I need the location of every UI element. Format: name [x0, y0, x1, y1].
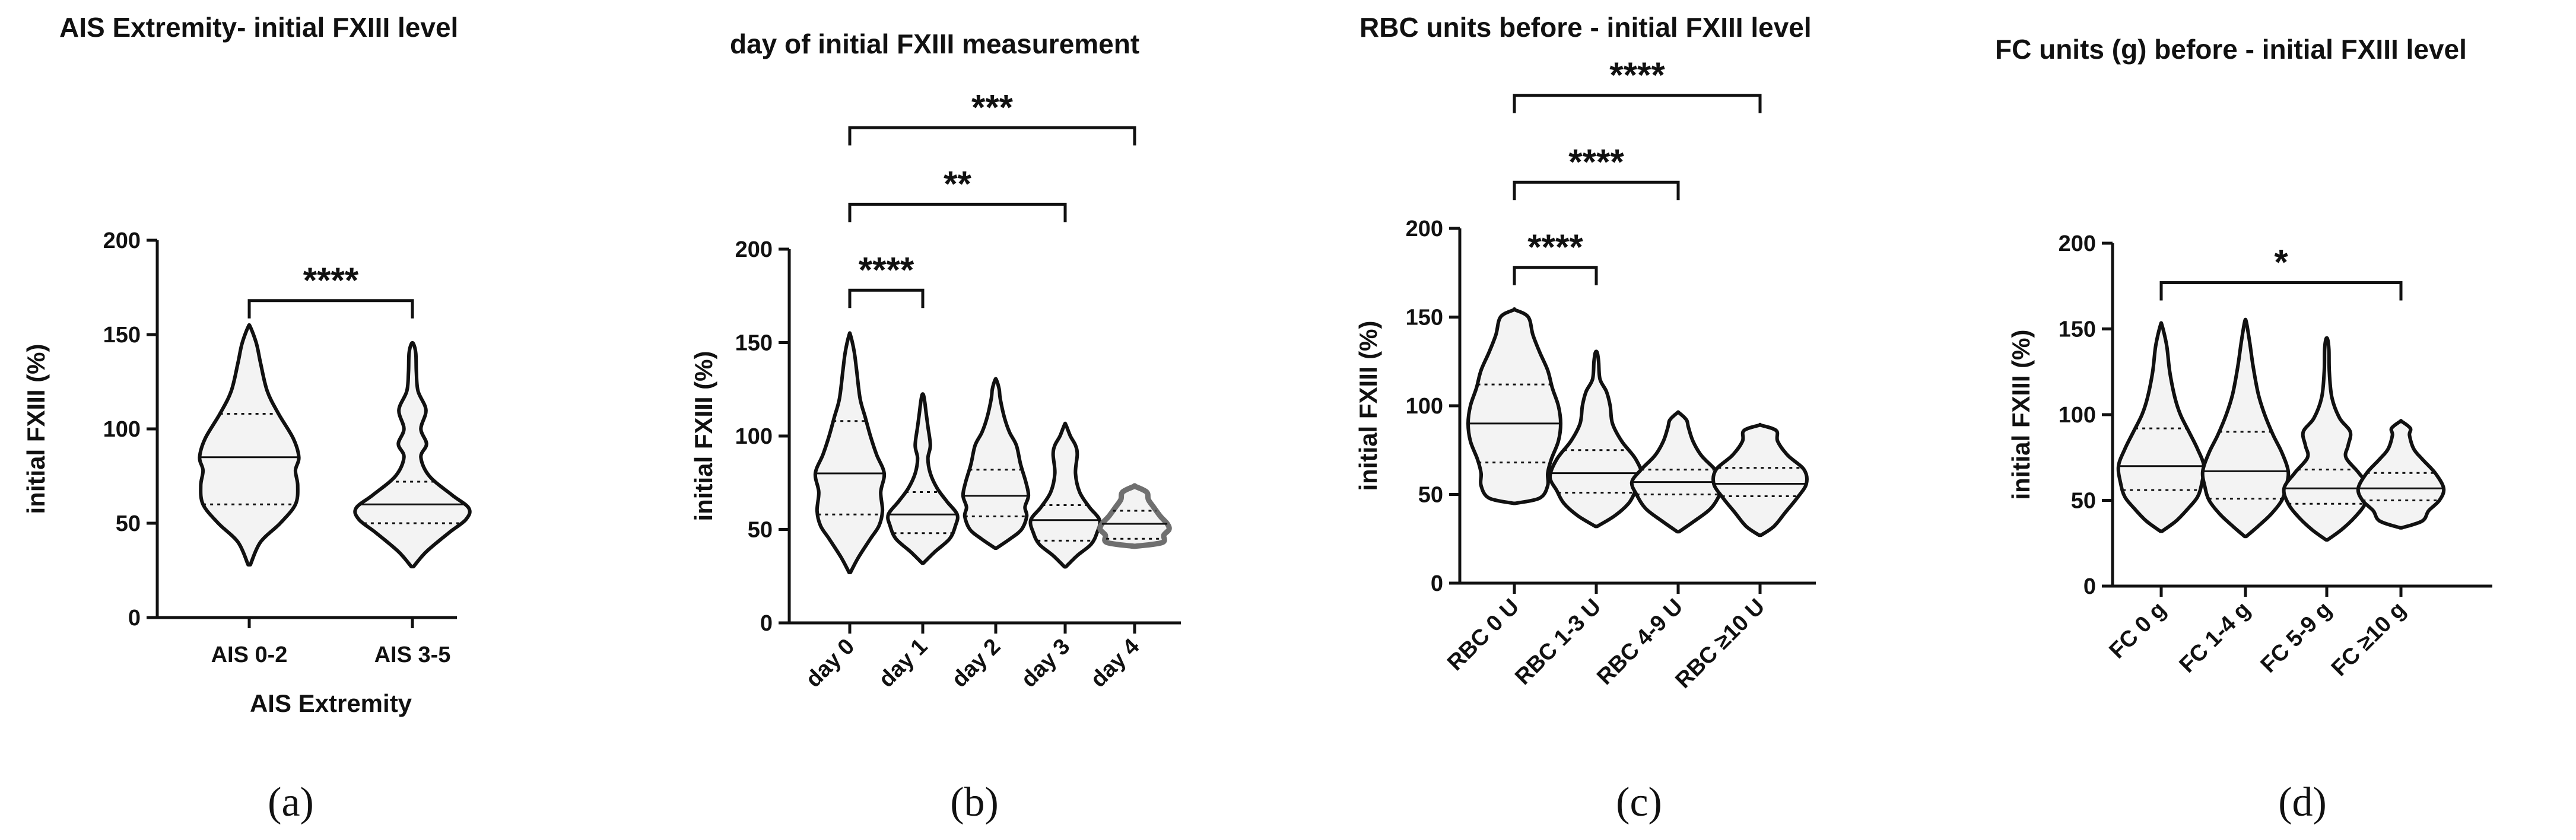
chart-title: FC units (g) before - initial FXIII leve…: [1995, 34, 2467, 65]
y-tick-label: 150: [103, 323, 141, 348]
y-tick-label: 150: [735, 331, 773, 356]
significance-bracket: [848, 288, 925, 308]
x-tick-label: RBC ≥10 U: [1670, 594, 1770, 693]
violin-day-2: [961, 377, 1031, 550]
significance-bracket: [848, 202, 1067, 222]
y-tick-label: 100: [103, 417, 141, 442]
violin-ais-3-5: [353, 341, 472, 569]
significance-bracket: [247, 299, 414, 319]
chart-title: AIS Extremity- initial FXIII level: [59, 12, 458, 43]
significance-stars: ****: [1527, 227, 1583, 267]
y-tick-label: 0: [128, 606, 141, 631]
significance-stars: ***: [971, 87, 1014, 127]
significance-stars: ****: [859, 250, 914, 289]
y-tick-label: 200: [2059, 231, 2096, 256]
violin-day-0: [813, 331, 887, 574]
y-axis-label: initial FXIII (%): [2007, 329, 2035, 499]
violin-fc-10-g: [2356, 419, 2446, 530]
x-tick-label: day 1: [874, 634, 932, 692]
significance-bracket: [1513, 266, 1598, 285]
y-tick-label: 100: [2059, 403, 2096, 428]
x-tick-label: day 0: [801, 634, 859, 692]
violin-rbc-4-9-u: [1630, 410, 1727, 534]
y-tick-label: 200: [1406, 217, 1443, 241]
y-tick-label: 100: [1406, 394, 1443, 419]
violin-fc-0-g: [2116, 321, 2206, 533]
significance-stars: *: [2274, 242, 2288, 282]
chart-title: RBC units before - initial FXIII level: [1360, 12, 1812, 43]
y-tick-label: 0: [760, 611, 773, 636]
panel-4: FC units (g) before - initial FXIII leve…: [1995, 34, 2492, 825]
y-tick-label: 150: [2059, 317, 2096, 342]
x-tick-label: FC 0 g: [2105, 597, 2171, 664]
significance-stars: **: [944, 164, 971, 203]
significance-bracket: [2159, 281, 2403, 301]
violin-day-3: [1028, 421, 1102, 569]
y-axis-label: initial FXIII (%): [22, 343, 50, 514]
x-tick-label: AIS 0-2: [211, 642, 288, 667]
y-tick-label: 200: [735, 237, 773, 262]
panel-label: (d): [2278, 779, 2327, 825]
y-axis-label: initial FXIII (%): [1354, 320, 1382, 491]
significance-stars: ****: [303, 260, 359, 300]
y-tick-label: 100: [735, 424, 773, 449]
x-tick-label: day 2: [947, 634, 1005, 692]
significance-stars: ****: [1609, 55, 1665, 95]
y-tick-label: 0: [2083, 574, 2096, 599]
x-tick-label: RBC 0 U: [1443, 594, 1524, 676]
x-tick-label: AIS 3-5: [374, 642, 451, 667]
panel-label: (a): [268, 779, 314, 825]
x-tick-label: day 4: [1086, 634, 1144, 692]
violin-fc-5-9-g: [2282, 336, 2372, 542]
violin-rbc-10-u: [1711, 422, 1809, 537]
panel-2: day of initial FXIII measurement 0 50 100 15…: [690, 28, 1181, 825]
y-tick-label: 200: [103, 228, 141, 253]
panel-label: (b): [950, 779, 999, 825]
violin-day-4: [1097, 483, 1172, 549]
y-tick-label: 50: [748, 518, 773, 543]
violin-fc-1-4-g: [2200, 317, 2291, 539]
x-tick-label: day 3: [1017, 634, 1075, 692]
y-tick-label: 150: [1406, 306, 1443, 330]
x-tick-label: RBC 1-3 U: [1510, 594, 1606, 690]
violin-ais-0-2: [198, 323, 301, 567]
y-tick-label: 50: [116, 511, 141, 536]
violin-rbc-0-u: [1466, 307, 1562, 505]
violin-day-1: [886, 392, 960, 565]
y-tick-label: 0: [1431, 571, 1443, 596]
x-tick-label: FC 5-9 g: [2256, 597, 2337, 678]
y-axis-label: initial FXIII (%): [690, 351, 717, 521]
chart-title: day of initial FXIII measurement: [730, 28, 1139, 59]
significance-bracket: [1513, 180, 1680, 201]
panel-3: RBC units before - initial FXIII level 0 5…: [1354, 12, 1816, 825]
x-axis-label: AIS Extremity: [250, 689, 412, 717]
y-tick-label: 50: [1418, 483, 1443, 508]
y-tick-label: 50: [2071, 489, 2096, 514]
significance-stars: ****: [1568, 142, 1624, 182]
panel-label: (c): [1616, 779, 1662, 825]
panel-1: AIS Extremity- initial FXIII level 0 50 100…: [22, 12, 472, 825]
significance-bracket: [848, 126, 1136, 146]
x-tick-label: FC ≥10 g: [2327, 597, 2410, 681]
x-tick-label: FC 1-4 g: [2175, 597, 2256, 678]
significance-bracket: [1513, 94, 1762, 113]
violin-rbc-1-3-u: [1548, 349, 1644, 529]
